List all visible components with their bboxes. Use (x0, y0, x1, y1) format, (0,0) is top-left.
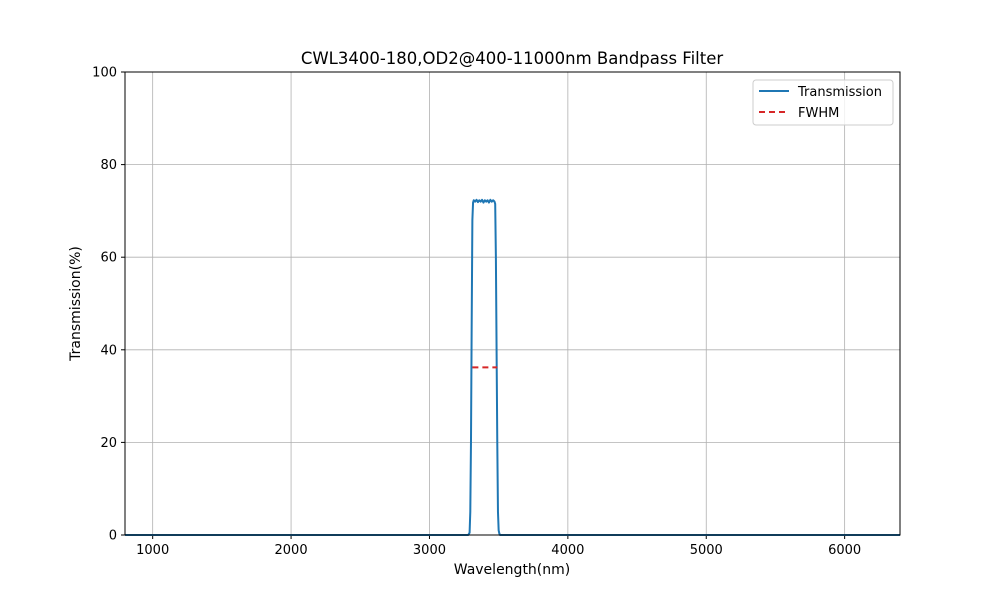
y-tick-label: 60 (100, 251, 117, 266)
x-tick-label: 1000 (136, 543, 169, 558)
legend-label-fwhm: FWHM (798, 106, 839, 121)
x-axis-label: Wavelength(nm) (454, 562, 570, 578)
x-axis-ticks: 1000 2000 3000 4000 5000 6000 (136, 535, 861, 558)
grid-lines (125, 71, 900, 536)
x-tick-label: 4000 (551, 543, 584, 558)
y-axis-ticks: 0 20 40 60 80 100 (92, 66, 125, 544)
chart-title: CWL3400-180,OD2@400-11000nm Bandpass Fil… (301, 49, 724, 68)
x-tick-label: 5000 (690, 543, 723, 558)
y-tick-label: 20 (100, 436, 117, 451)
legend: Transmission FWHM (752, 79, 894, 126)
x-tick-label: 3000 (413, 543, 446, 558)
x-tick-label: 2000 (275, 543, 308, 558)
legend-label-transmission: Transmission (797, 85, 882, 100)
y-tick-label: 80 (100, 158, 117, 173)
plot-area-frame (124, 71, 901, 536)
y-tick-label: 100 (92, 66, 117, 81)
series-line-transmission (125, 198, 900, 536)
y-tick-label: 0 (109, 529, 117, 544)
x-tick-label: 6000 (828, 543, 861, 558)
y-axis-label: Transmission(%) (68, 246, 84, 362)
y-tick-label: 40 (100, 343, 117, 358)
series-layer (125, 198, 900, 536)
